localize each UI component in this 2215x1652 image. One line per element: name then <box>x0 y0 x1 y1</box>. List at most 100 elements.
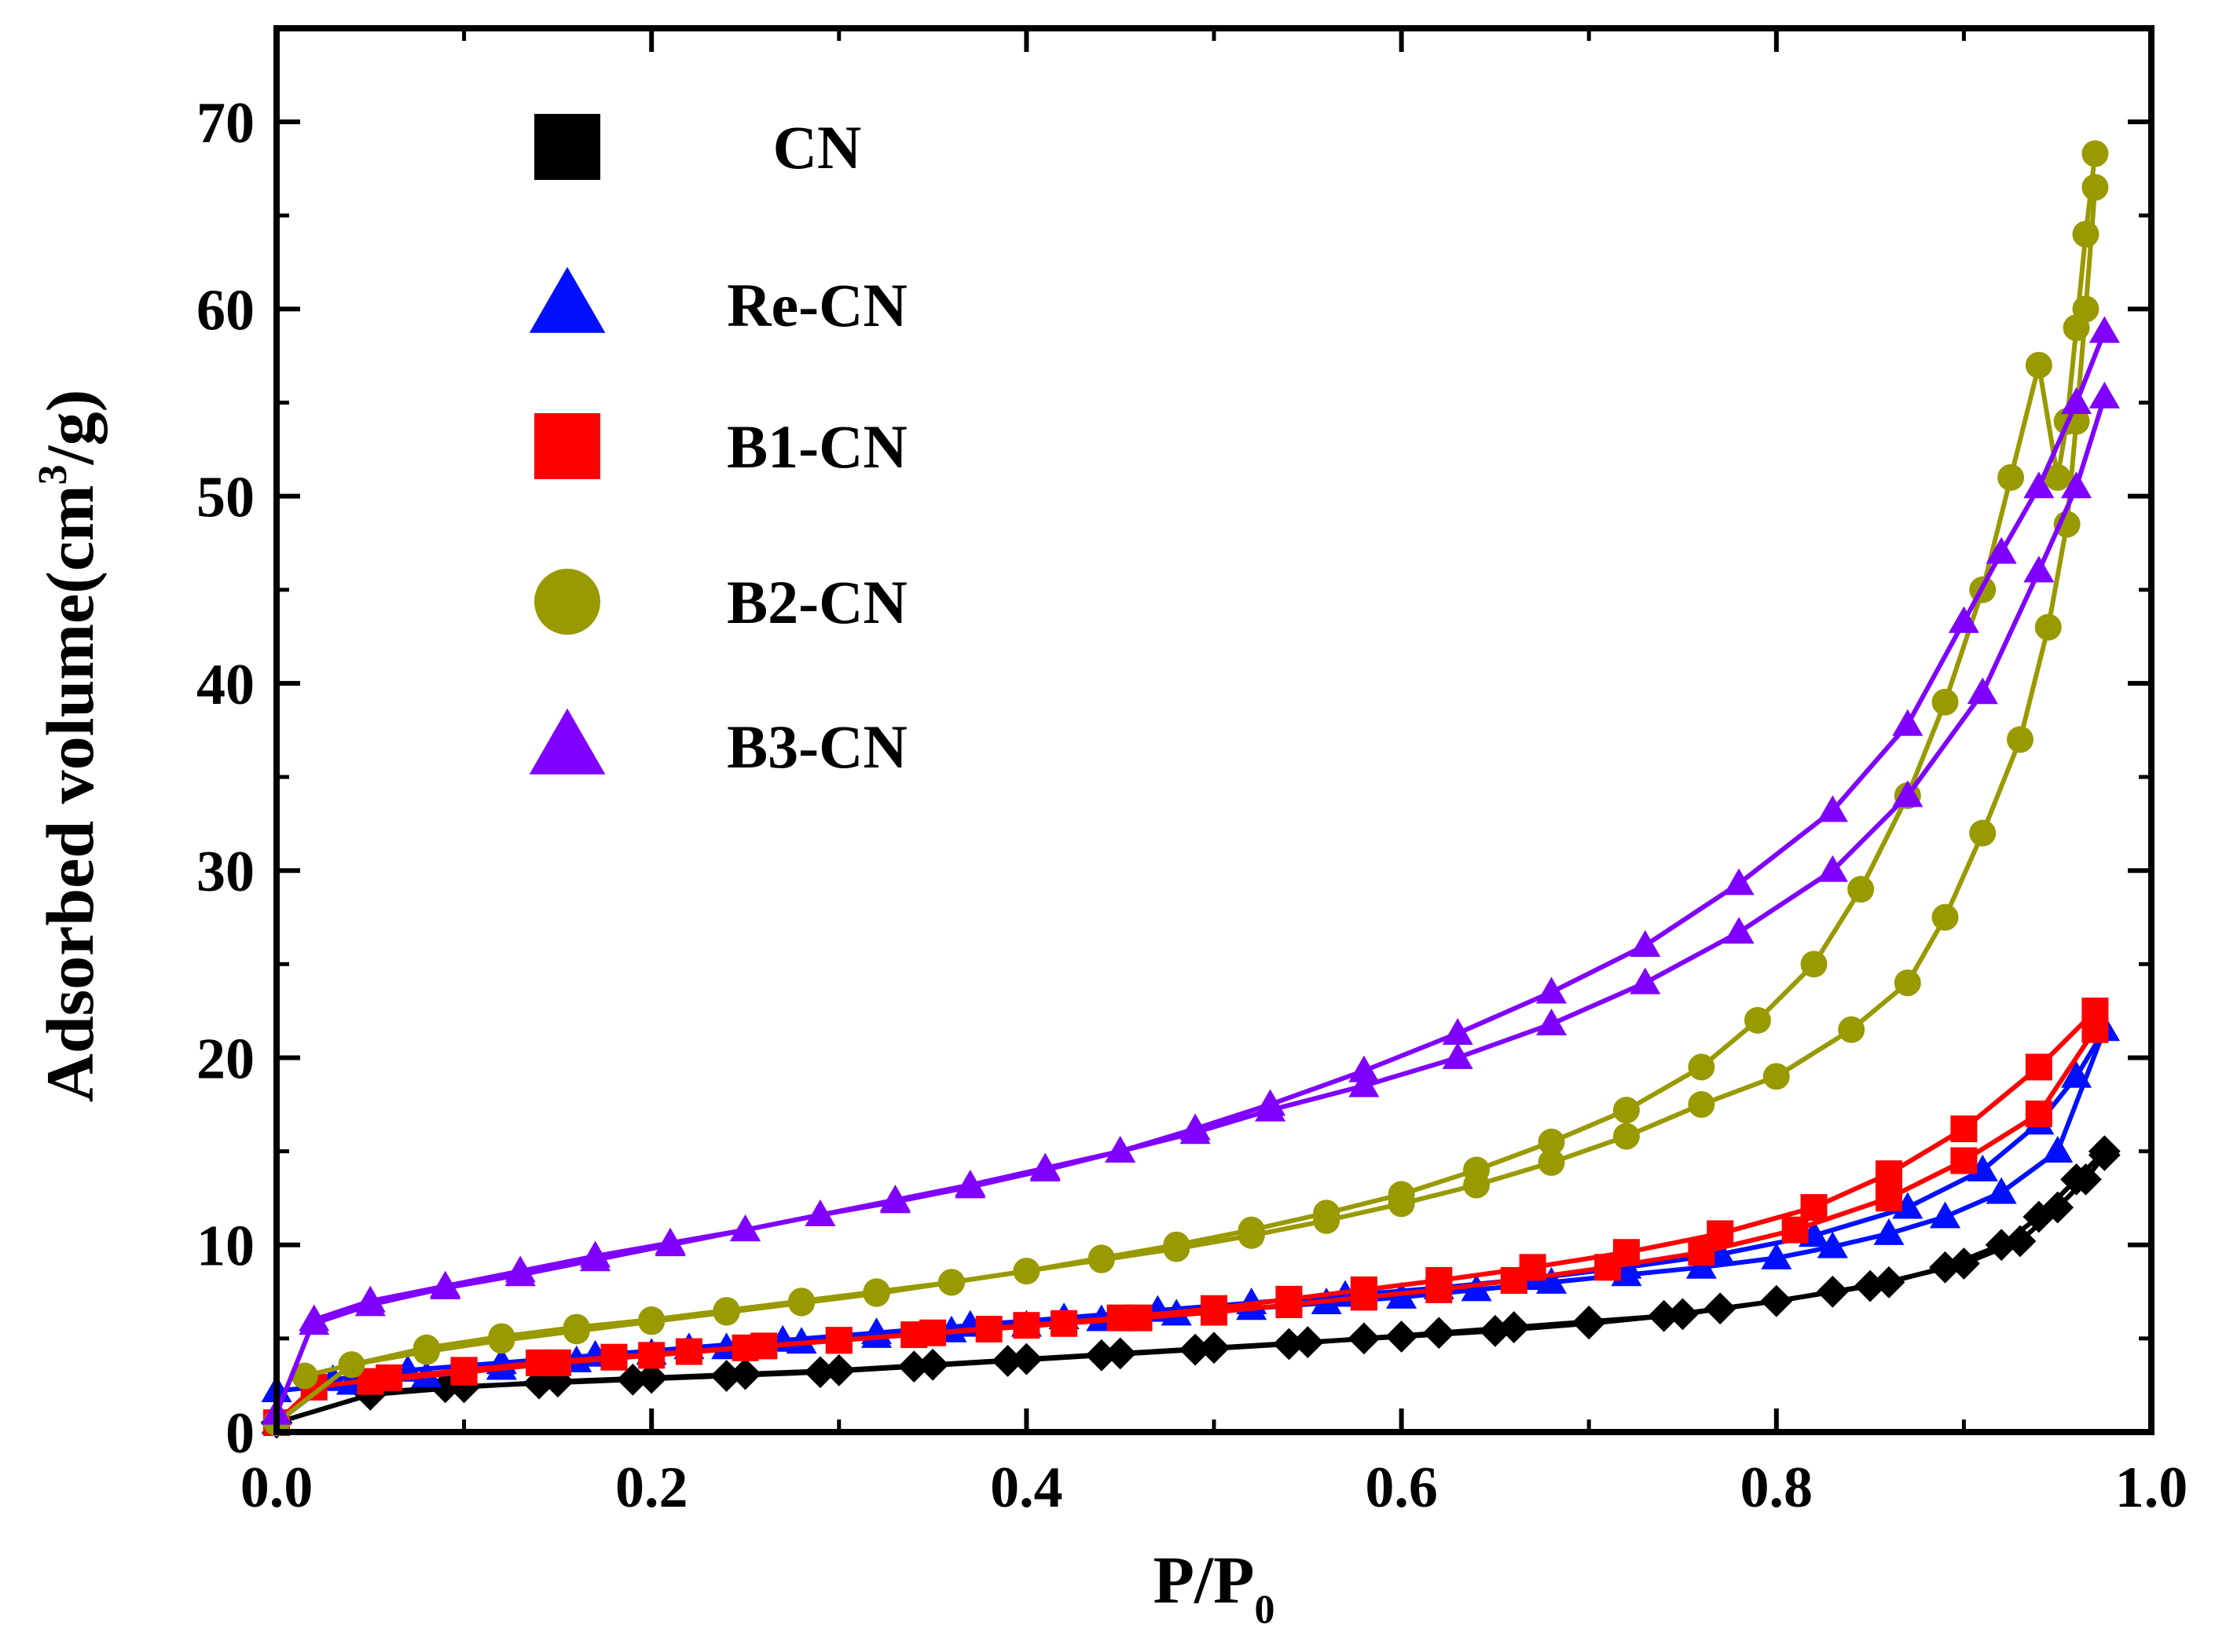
y-tick-label: 20 <box>196 1027 255 1091</box>
series-b1-cn <box>263 997 2109 1437</box>
b2-cn-desorption-point <box>2025 351 2052 379</box>
b3-cn-desorption-point <box>729 1214 761 1242</box>
b3-cn-adsorption-point <box>1892 709 1923 736</box>
re-cn-adsorption-point <box>1892 1192 1923 1219</box>
cn-desorption-point <box>1422 1317 1455 1350</box>
legend-label-b2-cn: B2-CN <box>727 568 908 636</box>
legend-label-re-cn: Re-CN <box>727 271 908 339</box>
b2-cn-desorption-point <box>638 1308 666 1335</box>
b3-cn-desorption-point <box>1255 1094 1286 1122</box>
b3-cn-desorption-point <box>2023 555 2055 583</box>
b2-cn-desorption-point <box>2063 314 2090 342</box>
re-cn-desorption-point <box>786 1327 817 1354</box>
b1-cn-desorption-point <box>1800 1194 1828 1222</box>
b2-cn-desorption-point <box>2081 140 2109 167</box>
b2-cn-desorption-point <box>1538 1128 1565 1156</box>
cn-desorption-point <box>2088 1135 2121 1167</box>
b3-cn-desorption-point <box>354 1289 386 1317</box>
y-axis-title-main: Adsorbed volume(cm <box>32 485 108 1102</box>
b2-cn-adsorption-point <box>1969 819 1997 847</box>
legend-item-re-cn: Re-CN <box>529 266 908 339</box>
legend-marker-b3-cn <box>529 708 606 775</box>
b2-cn-desorption-point <box>338 1351 365 1379</box>
b3-cn-desorption-point <box>580 1244 611 1272</box>
b2-cn-desorption-point <box>1800 951 1828 978</box>
re-cn-desorption-point <box>1873 1218 1905 1245</box>
b3-cn-adsorption-point <box>1948 606 1979 633</box>
b2-cn-adsorption-point <box>2006 726 2033 753</box>
re-cn-desorption-point <box>1461 1274 1492 1302</box>
b2-cn-adsorption-point <box>1931 903 1959 931</box>
legend-item-b1-cn: B1-CN <box>534 412 908 481</box>
b1-cn-desorption-point <box>638 1342 666 1369</box>
x-axis-title-main: P/P <box>1153 1542 1255 1617</box>
b2-cn-desorption-point <box>563 1317 590 1345</box>
b1-cn-desorption-point <box>1519 1254 1546 1281</box>
x-tick-label: 0.4 <box>990 1456 1063 1520</box>
re-cn-desorption-point <box>2042 1136 2074 1163</box>
cn-desorption-point <box>429 1371 462 1404</box>
b3-cn-desorption-point <box>1105 1136 1136 1163</box>
cn-desorption-point <box>1498 1311 1531 1343</box>
b3-cn-desorption-point <box>2088 381 2120 408</box>
b1-cn-desorption-point <box>1350 1276 1377 1303</box>
series-cn <box>260 1135 2121 1439</box>
legend-marker-b1-cn <box>534 413 600 479</box>
b1-cn-desorption-point <box>1875 1160 1902 1188</box>
b3-cn-adsorption-point <box>1723 868 1755 896</box>
legend-marker-re-cn <box>529 266 606 333</box>
b3-cn-desorption-point <box>1630 967 1661 994</box>
b1-cn-desorption-point <box>1950 1115 1978 1143</box>
cn-desorption-point <box>1985 1229 2018 1262</box>
legend-label-cn: CN <box>773 113 862 181</box>
b3-cn-desorption-point <box>805 1200 836 1227</box>
b3-cn-adsorption-point <box>1442 1017 1473 1045</box>
re-cn-desorption-point <box>1535 1266 1568 1294</box>
b3-cn-desorption-point <box>879 1184 911 1211</box>
b1-cn-desorption-point <box>1707 1220 1734 1247</box>
b3-cn-desorption-point <box>955 1169 986 1196</box>
cn-desorption-point <box>1348 1322 1381 1355</box>
cn-desorption-point <box>1273 1328 1305 1361</box>
legend-marker-b2-cn <box>534 569 600 635</box>
b2-cn-desorption-point <box>1388 1181 1415 1208</box>
b2-cn-adsorption-point <box>1838 1016 1865 1043</box>
b3-cn-desorption-point <box>504 1259 536 1287</box>
cn-desorption-point <box>2022 1200 2055 1233</box>
b1-cn-adsorption-point <box>1781 1216 1809 1244</box>
re-cn-adsorption-point <box>1967 1154 1998 1181</box>
b3-cn-desorption-line <box>313 396 2107 1326</box>
b2-cn-desorption-point <box>713 1299 740 1326</box>
cn-desorption-point <box>1648 1299 1681 1332</box>
b1-cn-desorption-point <box>1106 1304 1134 1331</box>
cn-desorption-point <box>1179 1333 1212 1366</box>
re-cn-desorption-point <box>1929 1201 1961 1229</box>
cn-desorption-point <box>616 1363 649 1396</box>
x-axis-title-subscript: 0 <box>1254 1588 1274 1632</box>
legend: CN Re-CN B1-CN B2-CN B3-CN <box>529 113 908 781</box>
b3-cn-desorption-point <box>1348 1070 1380 1097</box>
b1-cn-adsorption-point <box>1950 1147 1978 1174</box>
tick-labels-layer: 0.0 0.2 0.4 0.6 0.8 1.0 0 10 20 30 40 50 60 70 <box>196 91 2187 1520</box>
y-tick-label: 0 <box>226 1401 255 1466</box>
b3-cn-desorption-point <box>2061 471 2092 499</box>
b1-cn-desorption-point <box>825 1327 853 1354</box>
b3-cn-adsorption-point <box>2088 316 2120 343</box>
re-cn-desorption-line <box>276 1028 2107 1394</box>
y-axis-title: Adsorbed volume(cm3/g) <box>31 390 108 1102</box>
cn-desorption-point <box>1572 1306 1605 1338</box>
b1-cn-desorption-point <box>2025 1053 2052 1081</box>
cn-desorption-point <box>804 1356 837 1389</box>
b2-cn-desorption-point <box>1997 463 2025 491</box>
cn-desorption-point <box>2060 1163 2092 1196</box>
legend-marker-cn <box>534 114 600 180</box>
legend-label-b3-cn: B3-CN <box>727 712 908 781</box>
b3-cn-adsorption-point <box>1986 537 2017 564</box>
legend-item-b3-cn: B3-CN <box>529 708 908 781</box>
cn-desorption-point <box>992 1345 1024 1377</box>
re-cn-desorption-point <box>1986 1177 2017 1204</box>
legend-item-b2-cn: B2-CN <box>534 568 908 636</box>
b1-cn-adsorption-point <box>1875 1185 1902 1212</box>
b2-cn-adsorption-point <box>1612 1123 1640 1150</box>
b2-cn-desorption-point <box>937 1269 965 1296</box>
